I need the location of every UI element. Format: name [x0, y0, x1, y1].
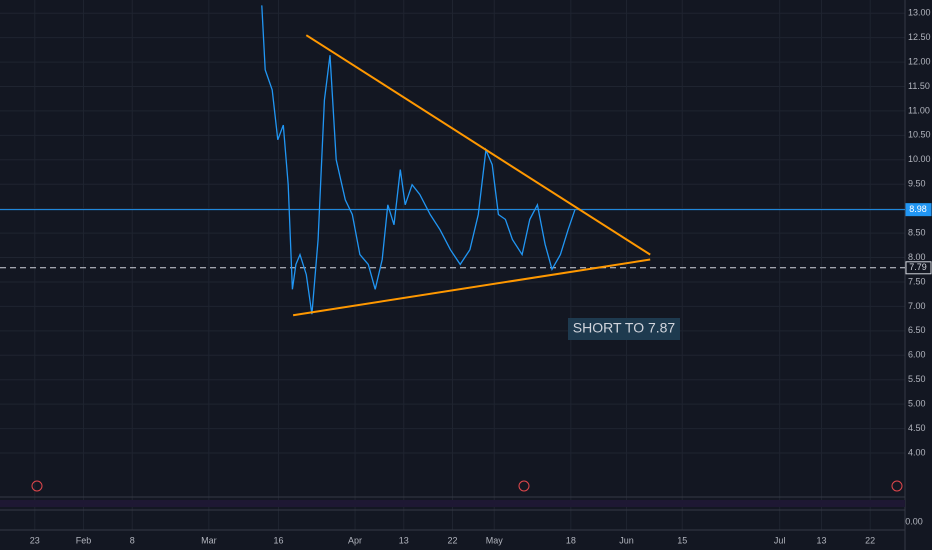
x-tick-label: 13: [816, 535, 826, 545]
x-tick-label: May: [486, 535, 504, 545]
annotation-box: [568, 318, 680, 340]
price-label: 8.98: [909, 204, 927, 214]
y-tick-label: 6.00: [908, 350, 926, 360]
y-tick-label: 11.00: [908, 105, 930, 115]
grid: [0, 0, 905, 530]
x-tick-label: 16: [273, 535, 283, 545]
earnings-icon: [891, 480, 903, 492]
x-tick-label: 13: [399, 535, 409, 545]
price-label-box: [905, 261, 932, 275]
y-tick-label: 4.50: [908, 423, 926, 433]
y-tick-label: 7.50: [908, 276, 926, 286]
x-tick-label: 23: [30, 535, 40, 545]
y-tick-label: 10.00: [908, 154, 931, 164]
y-tick-label: 12.50: [908, 32, 931, 42]
x-tick-label: Jul: [774, 535, 786, 545]
y-tick-label: 7.00: [908, 301, 926, 311]
x-tick-label: Jun: [619, 535, 634, 545]
y-tick-label: 8.50: [908, 227, 926, 237]
x-tick-label: 15: [677, 535, 687, 545]
y-tick-label: 5.00: [908, 399, 926, 409]
y-tick-label: 5.50: [908, 374, 926, 384]
annotation: SHORT TO 7.87: [573, 320, 676, 336]
x-tick-label: 22: [865, 535, 875, 545]
x-tick-label: Apr: [348, 535, 362, 545]
y-tick-label: 13.00: [908, 8, 931, 18]
x-tick-label: Mar: [201, 535, 217, 545]
x-tick-label: 18: [566, 535, 576, 545]
price-line-series: [261, 5, 576, 315]
y-tick-label: 11.50: [908, 81, 930, 91]
indicator-band: [0, 500, 905, 507]
x-tick-label: 22: [447, 535, 457, 545]
y-tick-label: 6.50: [908, 325, 926, 335]
y-tick-label: 9.50: [908, 179, 926, 189]
y-tick-label: 4.00: [908, 447, 926, 457]
trendline: [305, 34, 651, 256]
earnings-icon: [31, 480, 43, 492]
y-tick-label: 12.00: [908, 56, 931, 66]
trendline: [292, 258, 651, 317]
price-label-box: [905, 203, 932, 217]
price-label: 7.79: [909, 262, 927, 272]
earnings-icon: [518, 480, 530, 492]
x-tick-label: 8: [130, 535, 135, 545]
y-tick-label: 8.00: [908, 252, 926, 262]
y-tick-label: 10.50: [908, 130, 931, 140]
indicator-label: 0.00: [905, 516, 923, 526]
x-tick-label: Feb: [76, 535, 92, 545]
